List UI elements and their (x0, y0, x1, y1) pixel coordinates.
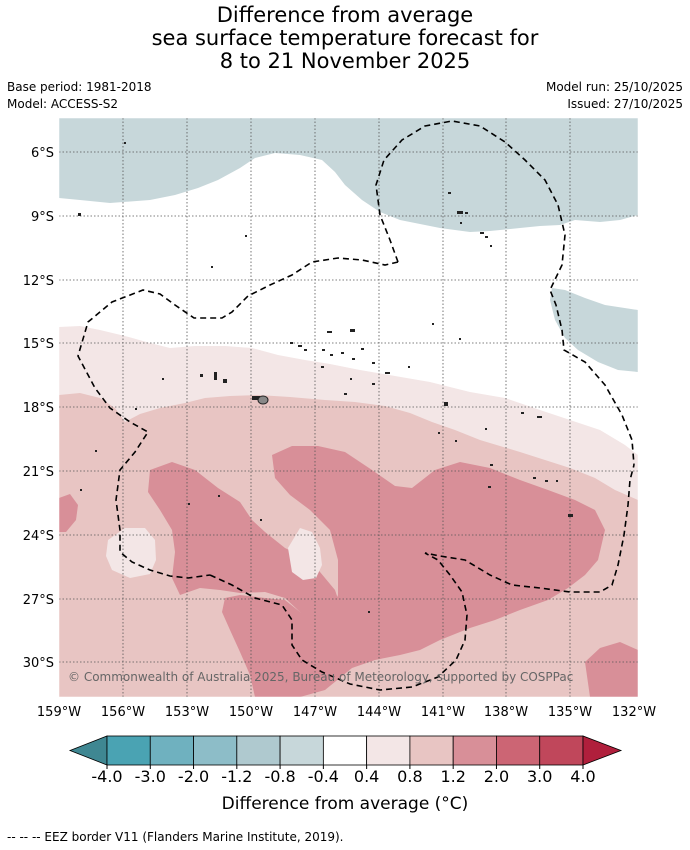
colorbar-title: Difference from average (°C) (221, 794, 469, 814)
cool-anomaly-east (550, 288, 638, 372)
lat-label: 15°S (23, 337, 54, 352)
lon-label: 132°W (612, 705, 656, 720)
lon-labels: 159°W 156°W 153°W 150°W 147°W 144°W 141°… (37, 705, 656, 720)
warm-anomaly-12-west (59, 494, 78, 532)
colorbar-tick-label: 0.4 (354, 767, 379, 786)
colorbar-tick-label: -0.8 (264, 767, 295, 786)
lon-label: 150°W (229, 705, 273, 720)
lat-label: 30°S (23, 656, 54, 671)
warm-anomaly-12-main (148, 462, 340, 622)
colorbar-segment (106, 735, 151, 766)
colorbar-segment (409, 735, 454, 766)
eez-borders (77, 120, 635, 691)
lat-label: 9°S (31, 210, 54, 225)
colorbar-tick-label: 3.0 (527, 767, 552, 786)
lon-label: 153°W (165, 705, 209, 720)
colorbar-tick-label: -1.2 (221, 767, 252, 786)
warm-anomaly-12-main2 (222, 446, 605, 697)
lon-label: 135°W (548, 705, 592, 720)
colorbar: -4.0 -3.0 -2.0 -1.2 -0.8 -0.4 0.4 0.8 1.2 2.0 3.0 4… (68, 735, 623, 786)
lat-label: 18°S (23, 401, 54, 416)
islands (78, 142, 573, 613)
lat-labels: 6°S 9°S 12°S 15°S 18°S 21°S 24°S 27°S 30… (23, 146, 54, 671)
title-line-3: 8 to 21 November 2025 (219, 49, 471, 73)
colorbar-segment (539, 735, 584, 766)
colorbar-tick-label: -2.0 (178, 767, 209, 786)
lon-label: 156°W (101, 705, 145, 720)
copyright-notice: © Commonwealth of Australia 2025, Bureau… (68, 670, 573, 684)
lat-label: 27°S (23, 593, 54, 608)
eez-border-south (209, 464, 635, 691)
lat-label: 12°S (23, 274, 54, 289)
meta-right: Model run: 25/10/2025 Issued: 27/10/2025 (546, 79, 683, 113)
colorbar-extend-low (68, 735, 108, 766)
map-title: Difference from average sea surface temp… (0, 4, 690, 73)
model-run: Model run: 25/10/2025 (545, 80, 683, 94)
colorbar-tick-label: -4.0 (91, 767, 122, 786)
colorbar-segment (496, 735, 541, 766)
footnote: -- -- -- EEZ border V11 (Flanders Marine… (7, 830, 344, 844)
colorbar-tick-label: 2.0 (484, 767, 509, 786)
colorbar-extend-high (582, 735, 623, 766)
colorbar-segment (149, 735, 194, 766)
colorbar-segment (322, 735, 368, 766)
colorbar-segment (452, 735, 497, 766)
lat-label: 21°S (23, 465, 54, 480)
lon-label: 159°W (37, 705, 81, 720)
colorbar-tick-label: -3.0 (135, 767, 166, 786)
colorbar-tick-label: 4.0 (570, 767, 595, 786)
title-line-2: sea surface temperature forecast for (151, 26, 539, 50)
eez-border-marquesas (375, 120, 635, 466)
warm-anomaly-hole (288, 528, 322, 580)
warm-anomaly-04-patch (106, 528, 156, 578)
issued-date: Issued: 27/10/2025 (567, 97, 683, 111)
colorbar-segment (236, 735, 281, 766)
colorbar-segment (366, 735, 411, 766)
meta-left: Base period: 1981-2018 Model: ACCESS-S2 (7, 79, 152, 113)
colorbar-tick-label: 1.2 (440, 767, 465, 786)
lon-label: 144°W (357, 705, 401, 720)
cool-anomaly-north (59, 118, 638, 232)
colorbar-segment (193, 735, 238, 766)
lon-label: 141°W (421, 705, 465, 720)
colorbar-tick-label: -0.4 (308, 767, 339, 786)
island-tahiti (257, 395, 269, 405)
colorbar-tick-label: 0.8 (397, 767, 422, 786)
lon-label: 138°W (484, 705, 528, 720)
title-line-1: Difference from average (216, 3, 474, 27)
map-area: © Commonwealth of Australia 2025, Bureau… (59, 118, 638, 697)
model-name: Model: ACCESS-S2 (7, 97, 119, 111)
lat-label: 24°S (23, 529, 54, 544)
lon-label: 147°W (293, 705, 337, 720)
warm-anomaly-12-southeast (585, 642, 638, 697)
base-period: Base period: 1981-2018 (7, 80, 152, 94)
lat-label: 6°S (31, 146, 54, 161)
colorbar-segment (279, 735, 324, 766)
map-frame (58, 117, 639, 698)
eez-border-tuamotu-north (77, 257, 399, 579)
